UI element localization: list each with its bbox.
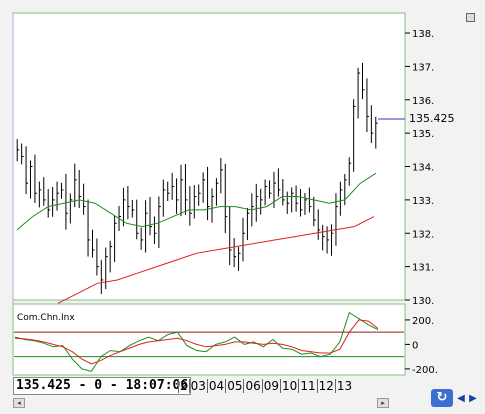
moving-average-short-line (16, 172, 377, 231)
moving-average-long-line (57, 216, 375, 304)
time-axis-label: 2 (178, 379, 188, 393)
time-axis-label: 12 (316, 379, 334, 393)
indicator-line-fast (14, 311, 379, 372)
indicator-y-tick-label: 0 (412, 340, 418, 351)
y-tick-label: 130. (412, 296, 434, 307)
y-tick-label: 134. (412, 163, 434, 174)
arrow-right-icon[interactable]: ▶ (469, 393, 477, 404)
scroll-left-arrow-icon[interactable]: ◂ (13, 398, 25, 408)
indicator-plot-area[interactable] (12, 303, 406, 376)
time-axis-label: 13 (334, 379, 353, 393)
indicator-y-tick-label: 200. (412, 316, 434, 327)
indicator-title: Com.Chn.Inx (17, 313, 75, 323)
time-axis-labels: 2 03 04 05 06 09 10 11 12 13 (178, 379, 353, 393)
main-plot-area[interactable] (12, 12, 406, 301)
scroll-right-arrow-icon[interactable]: ▸ (377, 398, 389, 408)
arrow-left-icon[interactable]: ◀ (457, 393, 465, 404)
maximize-box-icon[interactable] (466, 13, 475, 22)
time-axis-label: 03 (188, 379, 206, 393)
time-axis-label: 05 (225, 379, 243, 393)
status-bar: 135.425 - 0 - 18:07:06 2 03 04 05 06 09 10 11 12… (10, 376, 410, 396)
refresh-icon[interactable]: ↻ (431, 389, 453, 407)
indicator-y-tick-label: -200. (412, 365, 438, 376)
indicator-line-slow (14, 319, 379, 365)
last-price-label: 135.425 (409, 112, 455, 125)
y-tick-label: 133. (412, 196, 434, 207)
price-readout: 135.425 - 0 - 18:07:06 (13, 377, 192, 395)
y-tick-label: 135. (412, 129, 434, 140)
y-tick-label: 138. (412, 29, 434, 40)
time-axis-label: 04 (206, 379, 225, 393)
time-axis-label: 11 (298, 379, 316, 393)
y-tick-label: 137. (412, 62, 434, 73)
y-tick-label: 136. (412, 96, 434, 107)
time-axis-label: 10 (280, 379, 298, 393)
time-axis-label: 09 (261, 379, 280, 393)
time-axis-label: 06 (243, 379, 261, 393)
y-tick-label: 131. (412, 263, 434, 274)
y-tick-label: 132. (412, 229, 434, 240)
